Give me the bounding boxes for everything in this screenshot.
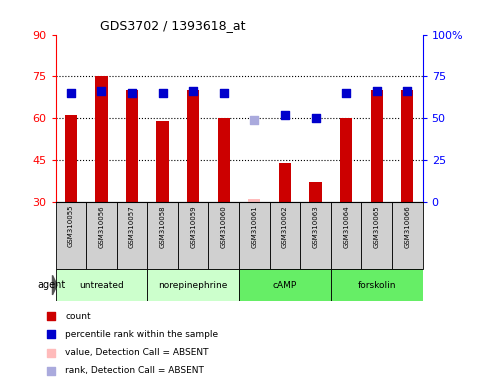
Text: GSM310058: GSM310058 bbox=[159, 205, 166, 248]
Point bbox=[159, 90, 167, 96]
Bar bbox=[147, 202, 178, 269]
Point bbox=[47, 313, 55, 319]
Bar bbox=[117, 202, 147, 269]
Point bbox=[47, 331, 55, 338]
Point bbox=[220, 90, 227, 96]
Point bbox=[312, 115, 319, 121]
Bar bbox=[300, 202, 331, 269]
Text: GSM310057: GSM310057 bbox=[129, 205, 135, 248]
Text: GSM310061: GSM310061 bbox=[251, 205, 257, 248]
Point bbox=[403, 88, 411, 94]
Text: GSM310055: GSM310055 bbox=[68, 205, 74, 247]
Text: cAMP: cAMP bbox=[273, 281, 297, 290]
Point bbox=[281, 112, 289, 118]
Bar bbox=[239, 202, 270, 269]
Point bbox=[128, 90, 136, 96]
Text: rank, Detection Call = ABSENT: rank, Detection Call = ABSENT bbox=[65, 366, 204, 375]
Text: GDS3702 / 1393618_at: GDS3702 / 1393618_at bbox=[99, 19, 245, 32]
Text: GSM310064: GSM310064 bbox=[343, 205, 349, 248]
Text: norepinephrine: norepinephrine bbox=[158, 281, 228, 290]
Text: GSM310059: GSM310059 bbox=[190, 205, 196, 248]
Point bbox=[342, 90, 350, 96]
Bar bbox=[147, 269, 239, 301]
Bar bbox=[187, 90, 199, 202]
Bar bbox=[361, 202, 392, 269]
Bar bbox=[56, 269, 147, 301]
Text: forskolin: forskolin bbox=[357, 281, 396, 290]
Bar bbox=[270, 202, 300, 269]
Bar bbox=[331, 202, 361, 269]
Text: GSM310056: GSM310056 bbox=[99, 205, 104, 248]
Bar bbox=[331, 269, 423, 301]
Bar bbox=[178, 202, 209, 269]
Point bbox=[98, 88, 105, 94]
Text: GSM310066: GSM310066 bbox=[404, 205, 411, 248]
Bar bbox=[209, 202, 239, 269]
Text: untreated: untreated bbox=[79, 281, 124, 290]
Text: GSM310065: GSM310065 bbox=[374, 205, 380, 248]
Point bbox=[251, 117, 258, 123]
Text: value, Detection Call = ABSENT: value, Detection Call = ABSENT bbox=[65, 348, 209, 357]
Bar bbox=[126, 90, 138, 202]
Bar bbox=[392, 202, 423, 269]
Point bbox=[47, 349, 55, 356]
Polygon shape bbox=[53, 275, 57, 295]
Text: count: count bbox=[65, 312, 91, 321]
Text: GSM310063: GSM310063 bbox=[313, 205, 319, 248]
Bar bbox=[56, 202, 86, 269]
Text: agent: agent bbox=[37, 280, 65, 290]
Point bbox=[67, 90, 75, 96]
Bar bbox=[279, 163, 291, 202]
Text: GSM310062: GSM310062 bbox=[282, 205, 288, 248]
Bar bbox=[218, 118, 230, 202]
Point bbox=[373, 88, 381, 94]
Bar bbox=[248, 199, 260, 202]
Bar bbox=[340, 118, 352, 202]
Bar bbox=[370, 90, 383, 202]
Text: percentile rank within the sample: percentile rank within the sample bbox=[65, 330, 218, 339]
Point bbox=[189, 88, 197, 94]
Bar bbox=[310, 182, 322, 202]
Bar bbox=[401, 90, 413, 202]
Bar bbox=[65, 115, 77, 202]
Text: GSM310060: GSM310060 bbox=[221, 205, 227, 248]
Bar bbox=[95, 76, 108, 202]
Bar bbox=[239, 269, 331, 301]
Bar bbox=[86, 202, 117, 269]
Bar bbox=[156, 121, 169, 202]
Point bbox=[47, 368, 55, 374]
